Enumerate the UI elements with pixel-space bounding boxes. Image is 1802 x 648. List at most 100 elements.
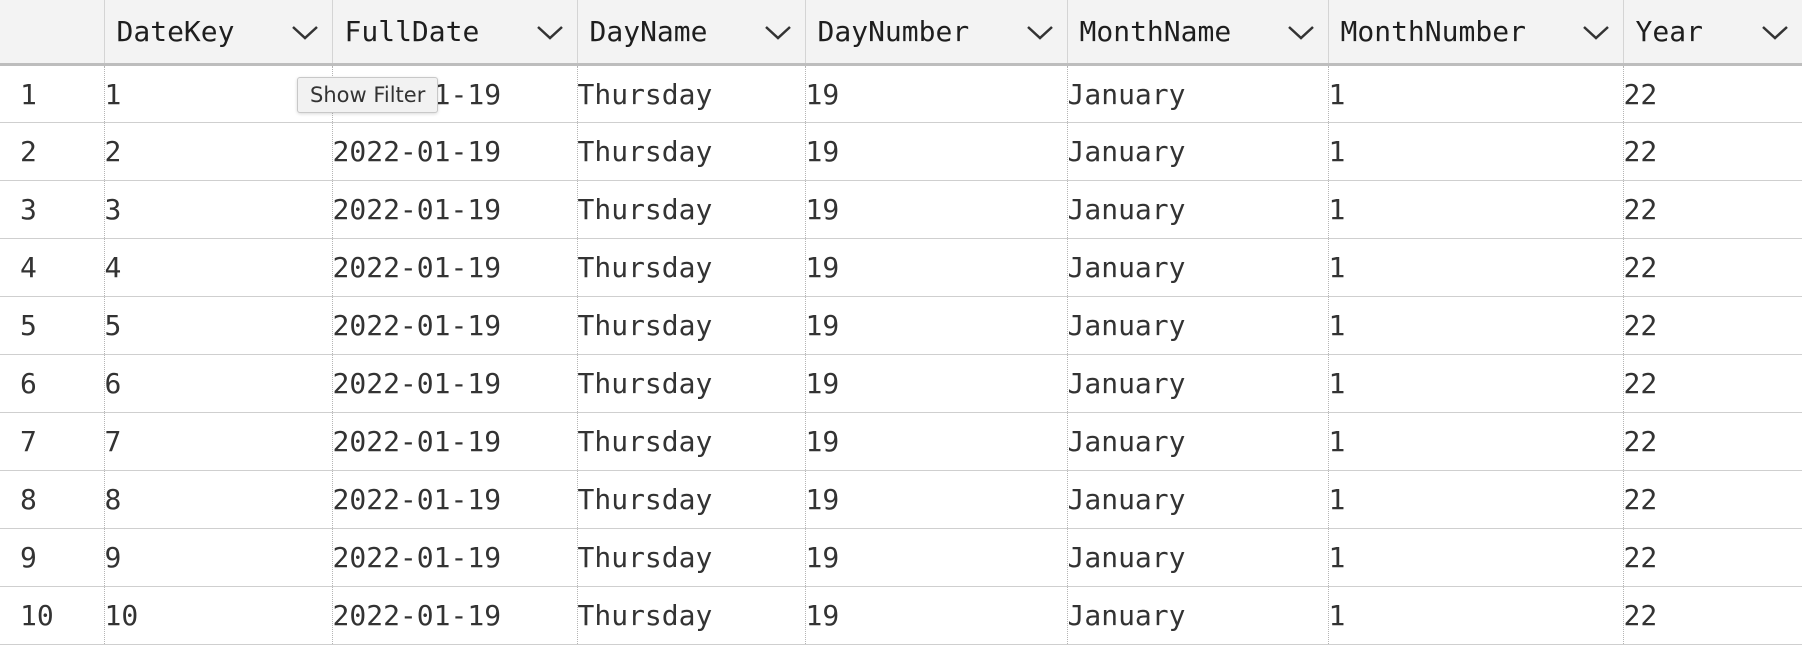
table-row[interactable]: 4 4 2022-01-19 Thursday 19 January 1 22 (0, 238, 1802, 297)
table-row[interactable]: 10 10 2022-01-19 Thursday 19 January 1 2… (0, 586, 1802, 645)
year-cell[interactable]: 22 (1623, 122, 1802, 181)
monthnumber-cell[interactable]: 1 (1328, 180, 1624, 239)
datekey-cell[interactable]: 5 (104, 296, 333, 355)
chevron-down-icon[interactable] (1760, 17, 1790, 47)
dayname-cell[interactable]: Thursday (577, 470, 806, 529)
row-number-cell[interactable]: 7 (0, 412, 105, 471)
dayname-cell[interactable]: Thursday (577, 122, 806, 181)
table-row[interactable]: 6 6 2022-01-19 Thursday 19 January 1 22 (0, 354, 1802, 413)
datekey-cell[interactable]: 8 (104, 470, 333, 529)
monthname-cell[interactable]: January (1067, 470, 1329, 529)
daynumber-cell[interactable]: 19 (805, 354, 1068, 413)
daynumber-cell[interactable]: 19 (805, 122, 1068, 181)
monthname-cell[interactable]: January (1067, 354, 1329, 413)
table-row[interactable]: 9 9 2022-01-19 Thursday 19 January 1 22 (0, 528, 1802, 587)
monthname-cell[interactable]: January (1067, 64, 1329, 123)
datekey-cell[interactable]: 9 (104, 528, 333, 587)
fulldate-cell[interactable]: 2022-01-19 (332, 412, 578, 471)
monthname-cell[interactable]: January (1067, 180, 1329, 239)
fulldate-cell[interactable]: 2022-01-19 (332, 180, 578, 239)
year-cell[interactable]: 22 (1623, 354, 1802, 413)
daynumber-cell[interactable]: 19 (805, 296, 1068, 355)
monthnumber-cell[interactable]: 1 (1328, 122, 1624, 181)
monthname-cell[interactable]: January (1067, 586, 1329, 645)
monthname-cell[interactable]: January (1067, 296, 1329, 355)
fulldate-cell[interactable]: 2022-01-19 (332, 354, 578, 413)
row-number-cell[interactable]: 8 (0, 470, 105, 529)
table-row[interactable]: 8 8 2022-01-19 Thursday 19 January 1 22 (0, 470, 1802, 529)
column-header-daynumber[interactable]: DayNumber (805, 0, 1068, 66)
chevron-down-icon[interactable] (290, 17, 320, 47)
column-header-datekey[interactable]: DateKey (104, 0, 333, 66)
dayname-cell[interactable]: Thursday (577, 412, 806, 471)
row-number-header[interactable] (0, 0, 105, 66)
dayname-cell[interactable]: Thursday (577, 64, 806, 123)
fulldate-cell[interactable]: 2022-01-19 (332, 296, 578, 355)
row-number-cell[interactable]: 10 (0, 586, 105, 645)
column-header-year[interactable]: Year (1623, 0, 1802, 66)
monthname-cell[interactable]: January (1067, 412, 1329, 471)
monthnumber-cell[interactable]: 1 (1328, 412, 1624, 471)
datekey-cell[interactable]: 3 (104, 180, 333, 239)
daynumber-cell[interactable]: 19 (805, 586, 1068, 645)
datekey-cell[interactable]: 6 (104, 354, 333, 413)
chevron-down-icon[interactable] (535, 17, 565, 47)
chevron-down-icon[interactable] (1581, 17, 1611, 47)
dayname-cell[interactable]: Thursday (577, 354, 806, 413)
row-number-cell[interactable]: 1 (0, 64, 105, 123)
monthname-cell[interactable]: January (1067, 528, 1329, 587)
table-row[interactable]: 7 7 2022-01-19 Thursday 19 January 1 22 (0, 412, 1802, 471)
fulldate-cell[interactable]: 2022-01-19 (332, 586, 578, 645)
datekey-cell[interactable]: 7 (104, 412, 333, 471)
dayname-cell[interactable]: Thursday (577, 180, 806, 239)
table-row[interactable]: 2 2 2022-01-19 Thursday 19 January 1 22 (0, 122, 1802, 181)
row-number-cell[interactable]: 2 (0, 122, 105, 181)
fulldate-cell[interactable]: 2022-01-19 (332, 470, 578, 529)
chevron-down-icon[interactable] (1025, 17, 1055, 47)
row-number-cell[interactable]: 5 (0, 296, 105, 355)
daynumber-cell[interactable]: 19 (805, 528, 1068, 587)
dayname-cell[interactable]: Thursday (577, 528, 806, 587)
row-number-cell[interactable]: 6 (0, 354, 105, 413)
column-header-monthnumber[interactable]: MonthNumber (1328, 0, 1624, 66)
dayname-cell[interactable]: Thursday (577, 586, 806, 645)
fulldate-cell[interactable]: 2022-01-19 (332, 122, 578, 181)
dayname-cell[interactable]: Thursday (577, 238, 806, 297)
monthnumber-cell[interactable]: 1 (1328, 64, 1624, 123)
monthname-cell[interactable]: January (1067, 238, 1329, 297)
row-number-cell[interactable]: 9 (0, 528, 105, 587)
year-cell[interactable]: 22 (1623, 586, 1802, 645)
fulldate-cell[interactable]: 2022-01-19 (332, 528, 578, 587)
table-row[interactable]: 1 1 2022-01-19 Thursday 19 January 1 22 (0, 64, 1802, 123)
daynumber-cell[interactable]: 19 (805, 238, 1068, 297)
year-cell[interactable]: 22 (1623, 528, 1802, 587)
year-cell[interactable]: 22 (1623, 180, 1802, 239)
row-number-cell[interactable]: 4 (0, 238, 105, 297)
daynumber-cell[interactable]: 19 (805, 180, 1068, 239)
table-row[interactable]: 5 5 2022-01-19 Thursday 19 January 1 22 (0, 296, 1802, 355)
row-number-cell[interactable]: 3 (0, 180, 105, 239)
year-cell[interactable]: 22 (1623, 412, 1802, 471)
column-header-fulldate[interactable]: FullDate (332, 0, 578, 66)
chevron-down-icon[interactable] (763, 17, 793, 47)
table-row[interactable]: 3 3 2022-01-19 Thursday 19 January 1 22 (0, 180, 1802, 239)
datekey-cell[interactable]: 2 (104, 122, 333, 181)
daynumber-cell[interactable]: 19 (805, 412, 1068, 471)
monthnumber-cell[interactable]: 1 (1328, 354, 1624, 413)
year-cell[interactable]: 22 (1623, 238, 1802, 297)
column-header-monthname[interactable]: MonthName (1067, 0, 1329, 66)
year-cell[interactable]: 22 (1623, 64, 1802, 123)
datekey-cell[interactable]: 4 (104, 238, 333, 297)
monthnumber-cell[interactable]: 1 (1328, 470, 1624, 529)
monthnumber-cell[interactable]: 1 (1328, 238, 1624, 297)
chevron-down-icon[interactable] (1286, 17, 1316, 47)
year-cell[interactable]: 22 (1623, 470, 1802, 529)
daynumber-cell[interactable]: 19 (805, 470, 1068, 529)
monthnumber-cell[interactable]: 1 (1328, 296, 1624, 355)
year-cell[interactable]: 22 (1623, 296, 1802, 355)
fulldate-cell[interactable]: 2022-01-19 (332, 238, 578, 297)
monthnumber-cell[interactable]: 1 (1328, 528, 1624, 587)
dayname-cell[interactable]: Thursday (577, 296, 806, 355)
daynumber-cell[interactable]: 19 (805, 64, 1068, 123)
monthname-cell[interactable]: January (1067, 122, 1329, 181)
